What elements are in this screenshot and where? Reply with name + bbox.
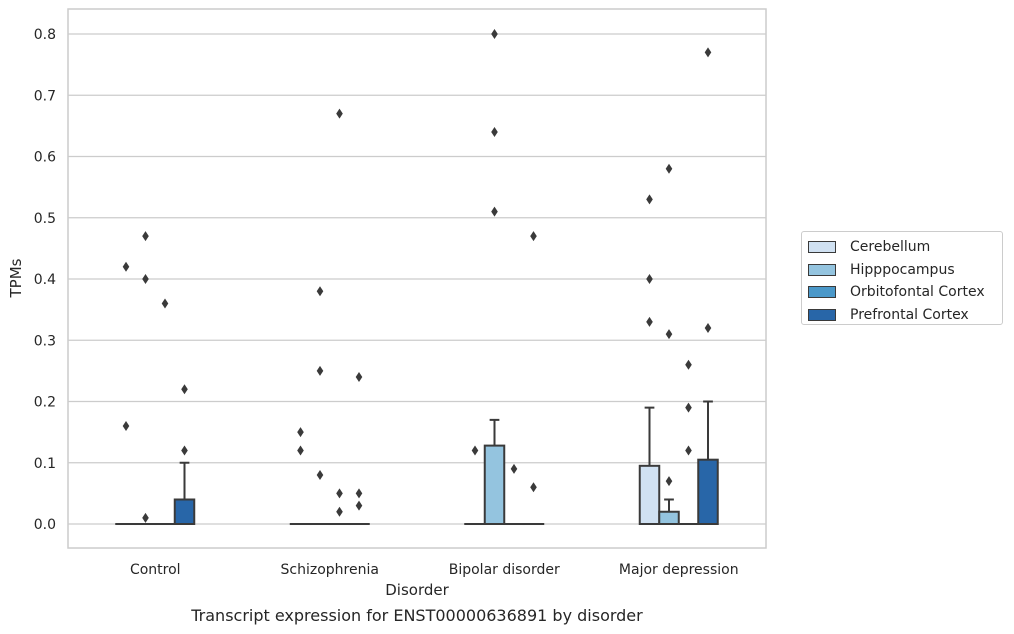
outlier-point	[161, 298, 169, 309]
outlier-point	[685, 402, 692, 413]
y-tick-label: 0.1	[34, 456, 56, 472]
outlier-point	[646, 274, 653, 284]
box-group	[309, 286, 331, 526]
y-tick-label: 0.7	[34, 88, 56, 104]
outlier-point	[122, 261, 130, 272]
box	[658, 510, 680, 525]
y-tick-label: 0.0	[34, 517, 56, 533]
outlier-point	[336, 108, 343, 119]
legend-swatch-hippocampus	[808, 263, 836, 276]
outlier-point	[297, 445, 304, 456]
plot-frame	[67, 8, 767, 549]
outlier-point	[297, 427, 304, 438]
outlier-point	[316, 365, 324, 376]
box-group	[638, 194, 661, 525]
x-axis-ticks: Control Schizophrenia Bipolar disorder Majo…	[130, 562, 739, 578]
y-tick-label: 0.4	[34, 272, 56, 288]
y-tick-label: 0.3	[34, 333, 56, 349]
outlier-point	[316, 286, 324, 297]
outlier-point	[646, 316, 653, 327]
box	[697, 458, 719, 525]
y-tick-label: 0.8	[34, 27, 56, 43]
box-group	[289, 427, 312, 526]
outlier-point	[181, 384, 188, 395]
legend-label-cerebellum: Cerebellum	[850, 239, 931, 256]
y-tick-label: 0.5	[34, 211, 56, 227]
x-tick-label: Bipolar disorder	[449, 562, 560, 578]
outlier-point	[665, 163, 673, 174]
box	[483, 444, 506, 526]
outlier-point	[491, 206, 498, 217]
box-group	[173, 384, 196, 525]
x-tick-label: Schizophrenia	[281, 562, 379, 578]
outlier-point	[510, 463, 518, 474]
chart-caption: Transcript expression for ENST0000063689…	[191, 606, 643, 625]
plot-marks	[115, 29, 719, 526]
box	[173, 498, 196, 525]
box-group	[154, 298, 176, 526]
legend-swatch-orbitofrontal-cortex	[808, 286, 836, 299]
gridlines	[68, 33, 766, 525]
y-axis-title: TPMs	[7, 258, 25, 298]
box-group	[134, 231, 157, 526]
box-group	[464, 445, 486, 526]
box-group	[658, 163, 680, 525]
outlier-point	[685, 445, 692, 456]
outlier-point	[471, 445, 479, 456]
y-tick-label: 0.2	[34, 395, 56, 411]
box-group	[328, 108, 351, 526]
box-group	[483, 29, 506, 526]
outlier-point	[685, 359, 692, 370]
outlier-point	[336, 506, 343, 517]
legend-item-orbitofrontal-cortex: Orbitofontal Cortex	[808, 281, 1002, 304]
box-group	[697, 47, 719, 525]
outlier-point	[142, 231, 149, 242]
legend-item-cerebellum: Cerebellum	[808, 236, 1002, 259]
outlier-point	[491, 127, 498, 137]
legend-swatch-prefrontal-cortex	[808, 308, 836, 321]
box-group	[503, 463, 525, 526]
outlier-point	[142, 274, 149, 284]
outlier-point	[646, 194, 653, 205]
legend-item-hippocampus: Hipppocampus	[808, 259, 1002, 282]
box-group	[677, 359, 700, 526]
outlier-point	[665, 329, 673, 340]
outlier-point	[122, 421, 130, 431]
outlier-point	[530, 231, 537, 242]
legend-label-hippocampus: Hipppocampus	[850, 261, 955, 278]
legend-label-prefrontal-cortex: Prefrontal Cortex	[850, 306, 969, 323]
y-tick-label: 0.6	[34, 150, 56, 166]
x-tick-label: Control	[130, 562, 181, 578]
outlier-point	[530, 482, 537, 493]
outlier-point	[355, 372, 363, 382]
box-group	[115, 261, 137, 526]
outlier-point	[316, 470, 324, 480]
legend-swatch-cerebellum	[808, 241, 836, 254]
outlier-point	[355, 500, 363, 511]
x-axis-title: Disorder	[385, 581, 449, 599]
outlier-point	[181, 445, 188, 456]
outlier-point	[704, 323, 712, 333]
x-tick-label: Major depression	[619, 562, 739, 578]
legend: Cerebellum Hipppocampus Orbitofontal Cor…	[801, 231, 1003, 325]
outlier-point	[355, 488, 363, 499]
outlier-point	[665, 476, 673, 487]
outlier-point	[704, 47, 712, 58]
box-group	[348, 372, 370, 526]
outlier-point	[336, 488, 343, 499]
box-group	[522, 231, 545, 526]
legend-label-orbitofrontal-cortex: Orbitofontal Cortex	[850, 284, 985, 301]
outlier-point	[491, 29, 498, 39]
legend-item-prefrontal-cortex: Prefrontal Cortex	[808, 304, 1002, 327]
box	[638, 464, 661, 525]
y-axis-ticks: 0.0 0.1 0.2 0.3 0.4 0.5 0.6 0.7 0.8	[34, 27, 56, 533]
outlier-point	[142, 512, 149, 523]
